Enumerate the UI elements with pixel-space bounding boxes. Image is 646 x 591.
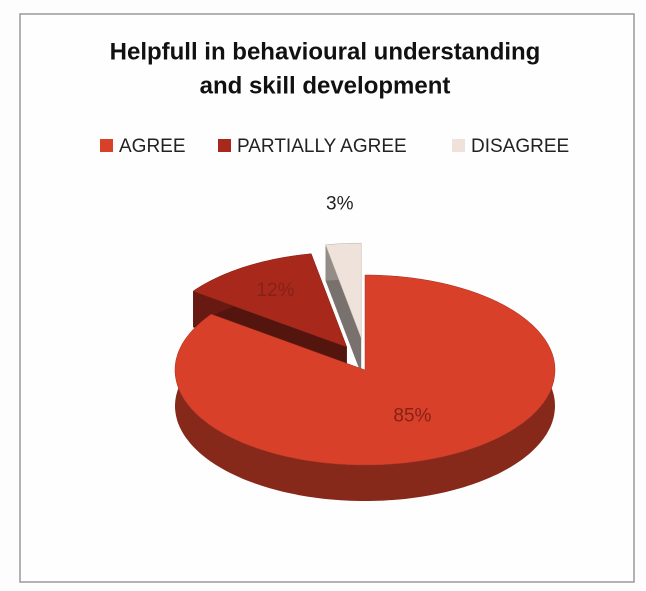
slice bbox=[174, 274, 556, 466]
slice bbox=[325, 242, 362, 339]
legend-swatch bbox=[100, 139, 113, 152]
data-label: 3% bbox=[326, 194, 354, 215]
slice bbox=[192, 253, 348, 348]
data-label: 85% bbox=[393, 406, 431, 427]
legend-label: AGREE bbox=[119, 136, 186, 157]
chart-title: Helpfull in behavioural understanding bbox=[110, 38, 541, 65]
legend-swatch bbox=[452, 139, 465, 152]
chart-title: and skill development bbox=[200, 72, 451, 99]
legend-label: DISAGREE bbox=[471, 136, 569, 157]
legend-label: PARTIALLY AGREE bbox=[237, 136, 407, 157]
legend-swatch bbox=[218, 139, 231, 152]
data-label: 12% bbox=[257, 280, 295, 301]
pie-tops bbox=[174, 242, 556, 466]
